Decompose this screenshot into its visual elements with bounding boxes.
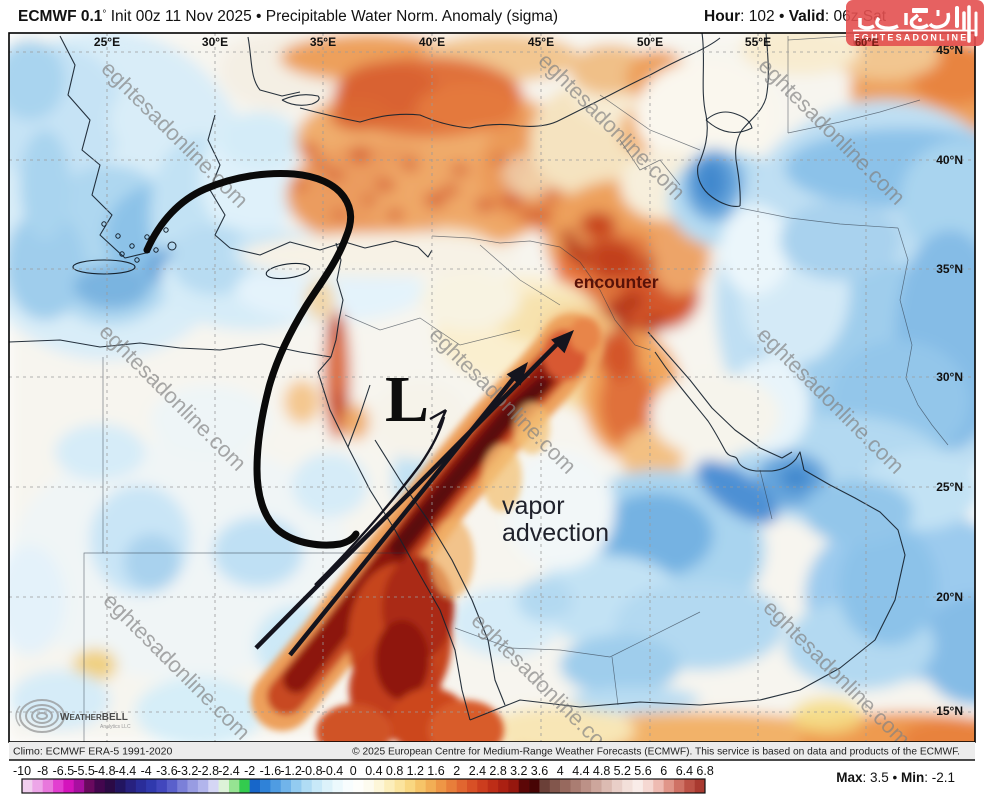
- svg-text:3.2: 3.2: [510, 764, 527, 778]
- svg-text:15°N: 15°N: [936, 704, 963, 718]
- svg-text:4.4: 4.4: [572, 764, 589, 778]
- svg-text:2: 2: [453, 764, 460, 778]
- svg-text:© 2025 European Centre for Med: © 2025 European Centre for Medium-Range …: [352, 747, 960, 758]
- svg-text:25°E: 25°E: [94, 35, 120, 49]
- svg-text:2.8: 2.8: [489, 764, 506, 778]
- svg-text:-3.2: -3.2: [177, 764, 199, 778]
- svg-text:-2.8: -2.8: [198, 764, 220, 778]
- svg-text:20°N: 20°N: [936, 590, 963, 604]
- svg-text:WEATHERBELL: WEATHERBELL: [60, 712, 128, 723]
- svg-text:50°E: 50°E: [637, 35, 663, 49]
- svg-text:Hour: 102 • Valid: 06z Sat: Hour: 102 • Valid: 06z Sat: [704, 8, 887, 25]
- svg-text:5.2: 5.2: [614, 764, 631, 778]
- svg-text:vapor: vapor: [502, 492, 565, 520]
- svg-text:EGHTESADONLINE: EGHTESADONLINE: [854, 33, 969, 43]
- svg-text:45°N: 45°N: [936, 43, 963, 57]
- svg-text:30°E: 30°E: [202, 35, 228, 49]
- svg-text:0.4: 0.4: [365, 764, 382, 778]
- svg-text:-6.5: -6.5: [53, 764, 75, 778]
- svg-text:-2: -2: [244, 764, 255, 778]
- svg-text:2.4: 2.4: [469, 764, 486, 778]
- svg-text:45°E: 45°E: [528, 35, 554, 49]
- svg-text:60°E: 60°E: [855, 37, 879, 49]
- svg-text:-0.4: -0.4: [322, 764, 344, 778]
- svg-text:40°N: 40°N: [936, 153, 963, 167]
- svg-text:35°E: 35°E: [310, 35, 336, 49]
- svg-text:35°N: 35°N: [936, 262, 963, 276]
- svg-text:Max: 3.5 • Min: -2.1: Max: 3.5 • Min: -2.1: [836, 770, 955, 785]
- svg-text:-1.6: -1.6: [260, 764, 282, 778]
- svg-text:4.8: 4.8: [593, 764, 610, 778]
- svg-text:5.6: 5.6: [634, 764, 651, 778]
- svg-text:-4.4: -4.4: [115, 764, 137, 778]
- svg-text:3.6: 3.6: [531, 764, 548, 778]
- svg-text:1.6: 1.6: [427, 764, 444, 778]
- svg-text:6: 6: [660, 764, 667, 778]
- svg-text:-3.6: -3.6: [156, 764, 178, 778]
- svg-text:40°E: 40°E: [419, 35, 445, 49]
- svg-text:ECMWF 0.1° Init 00z 11 Nov 202: ECMWF 0.1° Init 00z 11 Nov 2025 • Precip…: [18, 8, 558, 25]
- svg-text:advection: advection: [502, 519, 609, 547]
- svg-text:-4.8: -4.8: [94, 764, 116, 778]
- svg-text:Analytics LLC: Analytics LLC: [100, 724, 131, 730]
- svg-text:-8: -8: [37, 764, 48, 778]
- svg-text:6.8: 6.8: [696, 764, 713, 778]
- svg-text:-2.4: -2.4: [218, 764, 240, 778]
- svg-text:encounter: encounter: [574, 272, 659, 292]
- svg-text:6.4: 6.4: [676, 764, 693, 778]
- svg-text:L: L: [385, 363, 429, 436]
- svg-text:4: 4: [557, 764, 564, 778]
- svg-text:-4: -4: [141, 764, 152, 778]
- svg-text:-0.8: -0.8: [301, 764, 323, 778]
- svg-text:55°E: 55°E: [745, 35, 771, 49]
- svg-text:Climo: ECMWF ERA-5 1991-2020: Climo: ECMWF ERA-5 1991-2020: [13, 746, 172, 758]
- svg-text:25°N: 25°N: [936, 480, 963, 494]
- svg-text:1.2: 1.2: [407, 764, 424, 778]
- svg-text:-1.2: -1.2: [280, 764, 302, 778]
- svg-text:-10: -10: [13, 764, 31, 778]
- svg-text:-5.5: -5.5: [73, 764, 95, 778]
- svg-text:0: 0: [350, 764, 357, 778]
- svg-text:30°N: 30°N: [936, 370, 963, 384]
- svg-text:0.8: 0.8: [386, 764, 403, 778]
